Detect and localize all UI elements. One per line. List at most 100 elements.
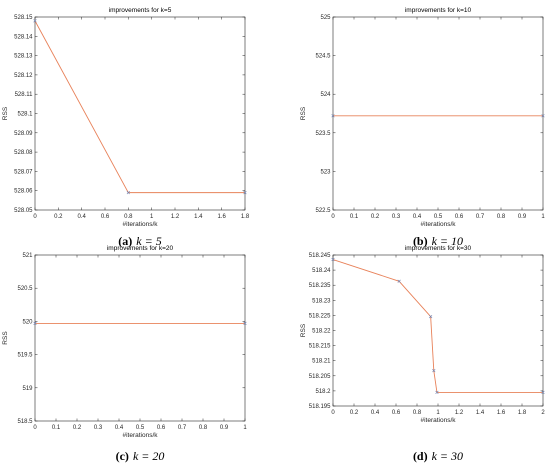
x-tick-label: 1 <box>243 425 247 431</box>
x-tick-label: 1 <box>436 410 440 416</box>
y-axis-label: RSS <box>2 331 9 345</box>
data-point <box>429 314 433 319</box>
x-tick-label: 0 <box>33 214 37 220</box>
x-axis-label: #iterations/k <box>122 221 158 228</box>
y-tick-label: 528.13 <box>14 54 33 60</box>
data-point-marker <box>33 19 37 23</box>
data-point-marker <box>429 314 433 319</box>
y-tick-label: 528.12 <box>14 73 33 79</box>
x-tick-label: 0 <box>33 425 37 431</box>
y-tick-label: 521 <box>22 253 33 259</box>
y-axis-label: RSS <box>300 323 307 337</box>
data-point <box>331 257 335 262</box>
x-tick-label: 0.5 <box>434 214 443 220</box>
x-tick-label: 0.6 <box>392 410 401 416</box>
x-tick-label: 0.8 <box>199 425 208 431</box>
data-point-marker <box>126 191 130 195</box>
data-point <box>243 191 247 195</box>
x-tick-label: 1 <box>150 214 154 220</box>
caption-math: k = 5 <box>136 234 161 248</box>
caption-label: (d) <box>413 449 428 463</box>
y-tick-label: 524.5 <box>315 54 331 60</box>
data-point-marker <box>331 257 335 262</box>
x-axis-label: #iterations/k <box>122 432 158 439</box>
y-tick-label: 518.225 <box>309 313 331 319</box>
x-tick-label: 0.9 <box>518 214 527 220</box>
x-tick-label: 1 <box>541 214 545 220</box>
y-tick-label: 518.22 <box>312 329 331 335</box>
y-tick-label: 524 <box>320 92 331 98</box>
chart-title: improvements for k=30 <box>405 245 472 252</box>
data-point <box>541 114 545 118</box>
x-tick-label: 0.8 <box>124 214 133 220</box>
y-tick-label: 518.21 <box>312 359 331 365</box>
y-axis-label: RSS <box>300 106 307 120</box>
series-line <box>332 259 543 393</box>
x-tick-label: 0.7 <box>178 425 187 431</box>
x-tick-label: 1.4 <box>194 214 203 220</box>
chart-panel-1: 0 0.2 0.4 0.6 0.8 1 1.2 1.4 1.6 1.8 528.05 528.06 52… <box>2 7 250 248</box>
data-point <box>243 321 247 326</box>
y-tick-label: 520.5 <box>17 286 33 292</box>
subfigure-caption: (c) k = 20 <box>116 449 165 463</box>
y-tick-label: 528.1 <box>17 112 33 118</box>
data-point <box>432 369 436 373</box>
y-tick-label: 525 <box>320 15 331 21</box>
subfigure-caption: (a) k = 5 <box>118 234 161 248</box>
x-tick-label: 1.6 <box>217 214 226 220</box>
x-tick-label: 1.4 <box>476 410 485 416</box>
x-axis-label: #iterations/k <box>420 221 456 228</box>
x-tick-label: 0 <box>331 214 335 220</box>
x-tick-label: 0.2 <box>73 425 82 431</box>
data-point-marker <box>541 114 545 118</box>
caption-label: (b) <box>413 234 428 248</box>
plot-area <box>34 254 246 422</box>
y-tick-label: 520 <box>22 319 33 325</box>
x-tick-label: 0.7 <box>476 214 485 220</box>
data-point-marker <box>243 321 247 326</box>
y-tick-label: 519.5 <box>17 353 33 359</box>
y-tick-label: 523.5 <box>315 131 331 137</box>
y-tick-label: 528.15 <box>14 15 33 21</box>
subfigure-caption: (b) k = 10 <box>413 234 463 248</box>
y-tick-label: 518.5 <box>17 419 33 425</box>
data-point-marker <box>541 390 545 395</box>
data-point-marker <box>33 321 37 326</box>
x-tick-label: 0.3 <box>392 214 401 220</box>
chart-panel-4: 0 0.2 0.4 0.6 0.8 1 1.2 1.4 1.6 1.8 2 518.195 518.2 5… <box>300 245 545 463</box>
data-point-marker <box>243 191 247 195</box>
x-tick-label: 0.6 <box>455 214 464 220</box>
chart-title: improvements for k=10 <box>405 7 472 14</box>
x-tick-label: 0.3 <box>94 425 103 431</box>
chart-title: improvements for k=5 <box>109 7 172 14</box>
y-tick-label: 528.08 <box>14 150 33 156</box>
x-tick-label: 0.5 <box>136 425 145 431</box>
plot-area <box>34 16 246 211</box>
x-tick-label: 1.8 <box>241 214 250 220</box>
x-tick-label: 0.1 <box>52 425 61 431</box>
x-tick-label: 0.8 <box>497 214 506 220</box>
plot-area <box>332 16 544 211</box>
y-tick-label: 528.06 <box>14 189 33 195</box>
y-tick-label: 518.2 <box>315 389 331 395</box>
x-tick-label: 0.8 <box>413 410 422 416</box>
x-tick-label: 0.4 <box>77 214 86 220</box>
y-tick-label: 518.205 <box>309 374 331 380</box>
x-tick-label: 0.9 <box>220 425 229 431</box>
y-tick-label: 518.235 <box>309 283 331 289</box>
caption-math: k = 20 <box>133 449 164 463</box>
caption-label: (a) <box>118 234 132 248</box>
chart-title: improvements for k=20 <box>107 245 174 252</box>
y-tick-label: 528.14 <box>14 34 33 40</box>
x-tick-label: 1.8 <box>518 410 527 416</box>
data-point <box>541 390 545 395</box>
x-tick-label: 1.6 <box>497 410 506 416</box>
y-tick-label: 528.11 <box>15 92 34 98</box>
x-tick-label: 2 <box>541 410 545 416</box>
data-point <box>33 19 37 23</box>
series-line <box>34 20 245 194</box>
y-tick-label: 518.215 <box>309 344 331 350</box>
y-tick-label: 518.23 <box>312 298 331 304</box>
data-point <box>331 114 335 118</box>
